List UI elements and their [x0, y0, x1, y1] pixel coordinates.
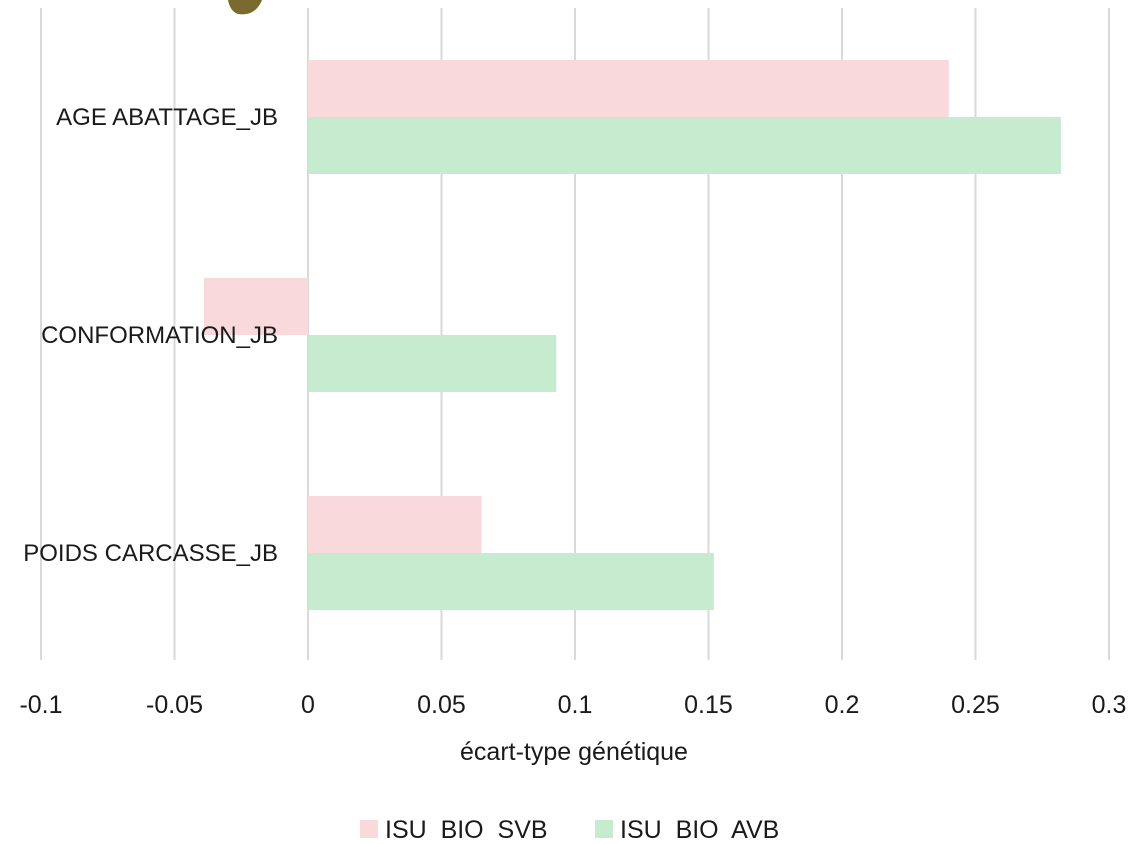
x-tick-label: 0.15	[684, 691, 733, 719]
bars	[203, 60, 1061, 610]
legend-label: ISU BIO SVB	[385, 816, 548, 844]
bar-svb	[203, 278, 308, 335]
bar-svb	[308, 496, 482, 553]
bar-avb	[308, 553, 714, 610]
legend-label: ISU BIO AVB	[620, 816, 779, 844]
x-tick-label: 0.2	[825, 691, 860, 719]
legend: ISU BIO SVB ISU BIO AVB	[360, 816, 779, 844]
x-axis-title: écart-type génétique	[460, 738, 688, 766]
category-labels: AGE ABATTAGE_JB CONFORMATION_JB POIDS CARC…	[23, 104, 278, 567]
x-tick-label: -0.05	[146, 691, 203, 719]
bar-avb	[308, 335, 557, 392]
x-tick-label: -0.1	[19, 691, 62, 719]
x-tick-label: 0.25	[951, 691, 1000, 719]
bar-svb	[308, 60, 949, 117]
legend-swatch	[360, 820, 378, 838]
x-tick-label: 0.1	[558, 691, 593, 719]
x-tick-label: 0.3	[1092, 691, 1127, 719]
category-label: POIDS CARCASSE_JB	[23, 540, 278, 567]
category-label: AGE ABATTAGE_JB	[56, 104, 278, 131]
x-tick-labels: -0.1 -0.05 0 0.05 0.1 0.15 0.2 0.25 0.3	[19, 691, 1126, 719]
x-tick-label: 0	[301, 691, 315, 719]
decorative-corner-shape	[228, 0, 262, 15]
category-label: CONFORMATION_JB	[41, 322, 278, 349]
legend-swatch	[595, 820, 613, 838]
x-tick-label: 0.05	[417, 691, 466, 719]
bar-avb	[308, 117, 1061, 174]
